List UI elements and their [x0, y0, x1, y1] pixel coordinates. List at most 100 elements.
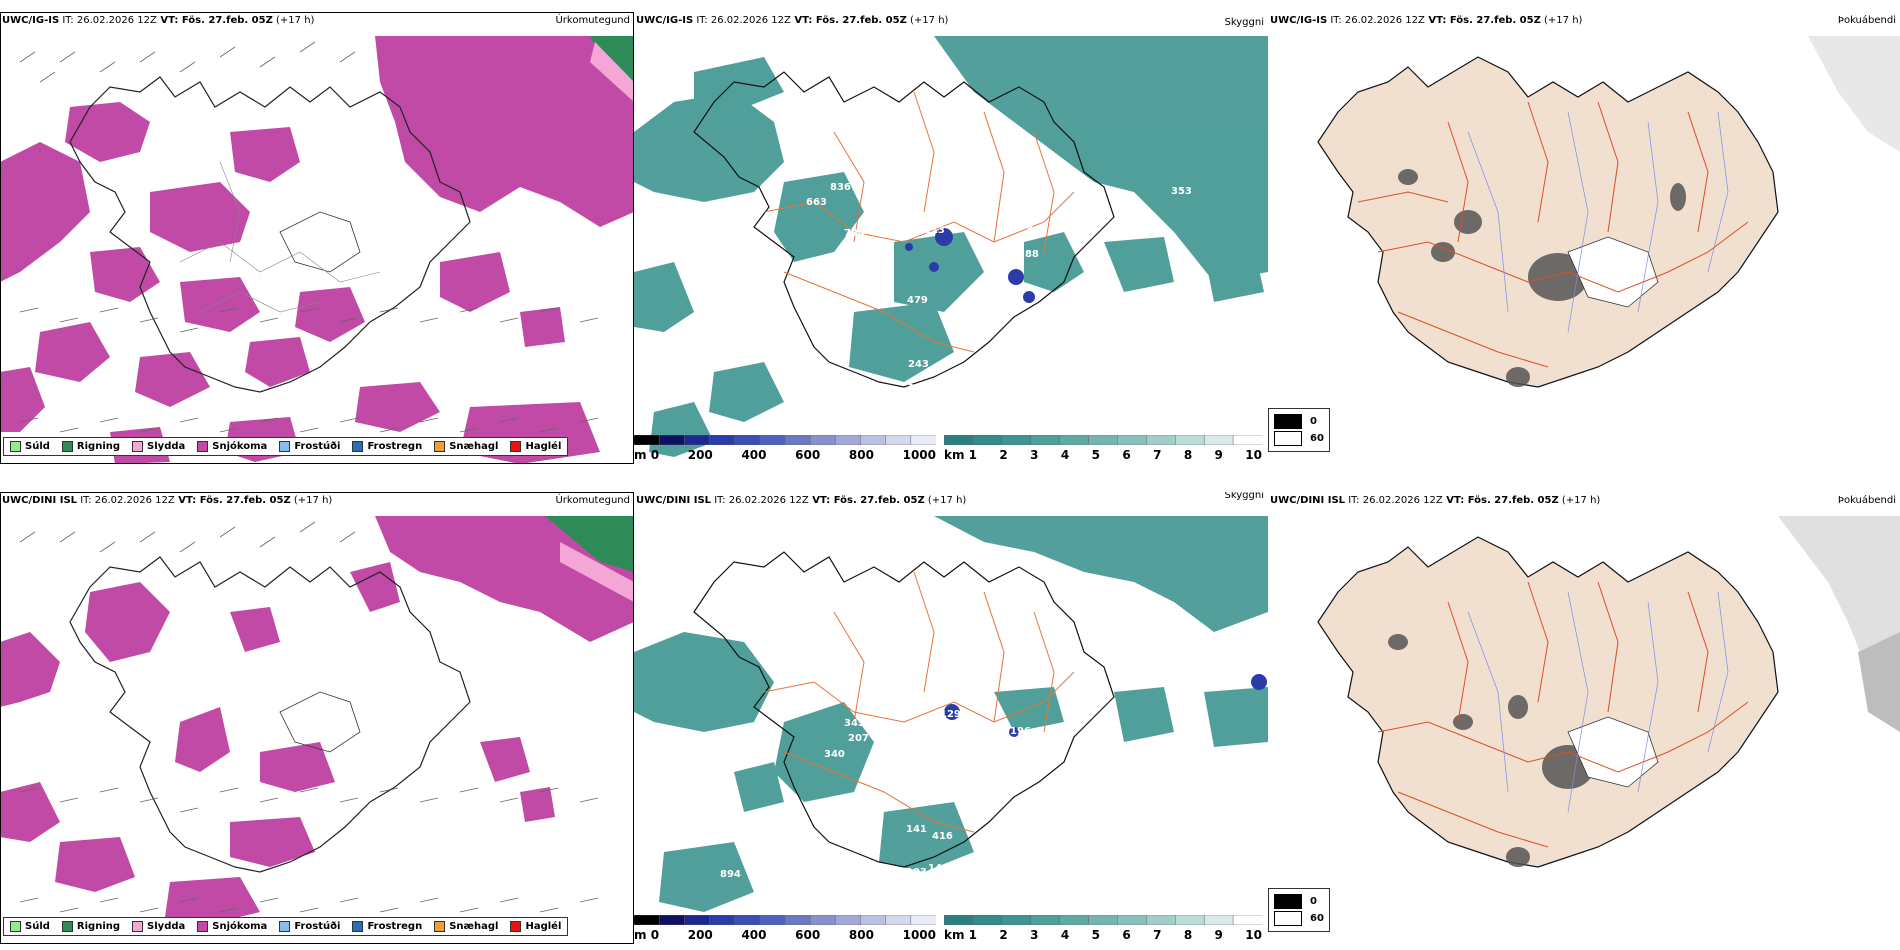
- legend-swatch: [279, 441, 291, 452]
- colorbar-segment: [634, 434, 660, 446]
- wind-barbs: [19, 41, 599, 433]
- colorbar-segment: [972, 914, 1003, 926]
- vis-spot-label: 196: [1010, 726, 1031, 737]
- colorbar-segment: [910, 434, 937, 446]
- colorbar-segment: [809, 914, 837, 926]
- vis-spot-label: 74: [937, 210, 951, 221]
- precip-panel-igis: UWC/IG-IS IT: 26.02.2026 12Z VT: Fös. 27…: [0, 12, 634, 464]
- low-visibility-areas: [634, 36, 1268, 457]
- colorbar-segment: [835, 914, 862, 926]
- visibility-panel-igis: 373 836 663 177 141 74 794 87 113 150 28…: [634, 12, 1268, 464]
- colorbar-segment: [634, 914, 660, 926]
- fog-dark-areas: [1398, 169, 1686, 387]
- colorbar-segment: [1088, 914, 1119, 926]
- colorbar-segment: [835, 434, 862, 446]
- vis-spot-label: 87: [876, 226, 890, 237]
- vis-spot-label: 141: [902, 215, 923, 226]
- vis-spot-label: 416: [932, 831, 953, 842]
- road-network: [763, 571, 1075, 833]
- vis-spot-label: 103: [906, 867, 927, 878]
- river-network: [1467, 111, 1729, 333]
- legend-item: Slydda: [132, 921, 185, 932]
- legend-item: Slydda: [132, 441, 185, 452]
- legend-item: Snæhagl: [434, 921, 498, 932]
- distance-colorbar-strip: [943, 434, 1263, 446]
- legend-item: Súld: [10, 921, 50, 932]
- fog-panel-dini: UWC/DINI ISL IT: 26.02.2026 12Z VT: Fös.…: [1268, 492, 1900, 944]
- legend-swatch: [132, 441, 144, 452]
- fog-map-igis: [1268, 12, 1900, 464]
- colorbar-segment: [684, 914, 711, 926]
- colorbar-segment: [784, 914, 811, 926]
- header-dini-fog: UWC/DINI ISL IT: 26.02.2026 12Z VT: Fös.…: [1270, 495, 1601, 506]
- fog-legend: 0 60: [1268, 888, 1330, 932]
- legend-swatch: [434, 441, 446, 452]
- iceland-land: [1317, 536, 1779, 868]
- legend-item: Frostúði: [279, 441, 340, 452]
- iceland-land: [1317, 56, 1779, 388]
- legend-swatch: [61, 921, 73, 932]
- legend-swatch: [510, 921, 522, 932]
- distance-colorbar: km 1 2 3 4 5 6 7 8 9 10: [943, 914, 1263, 942]
- legend-item: Snæhagl: [434, 441, 498, 452]
- panel-title: Þokuábendi: [1837, 15, 1896, 26]
- distance-colorbar: km 1 2 3 4 5 6 7 8 9 10: [943, 434, 1263, 462]
- elevation-spots: [905, 228, 1035, 303]
- visibility-spot-labels: 373 836 663 177 141 74 794 87 113 150 28…: [774, 116, 1192, 394]
- vis-spot-label: 345: [844, 718, 865, 729]
- colorbar-segment: [885, 914, 912, 926]
- legend-item: Haglél: [510, 441, 561, 452]
- visibility-map-dini: 345 207 340 129 96 196 141 416 940 894 1…: [634, 492, 1268, 944]
- visibility-map-igis: 373 836 663 177 141 74 794 87 113 150 28…: [634, 12, 1268, 464]
- colorbar-segment: [1059, 434, 1090, 446]
- colorbar-segment: [809, 434, 837, 446]
- vis-spot-label: 836: [830, 182, 851, 193]
- header-igis-fog: UWC/IG-IS IT: 26.02.2026 12Z VT: Fös. 27…: [1270, 15, 1583, 26]
- elevation-colorbar: m 0 200 400 600 800 1000: [634, 914, 937, 942]
- colorbar-segment: [860, 914, 887, 926]
- panel-title: Þokuábendi: [1837, 495, 1896, 506]
- colorbar-segment: [1146, 434, 1177, 446]
- elevation-colorbar: m 0 200 400 600 800 1000: [634, 434, 937, 462]
- iceland-outline: [69, 76, 471, 393]
- legend-swatch: [61, 441, 73, 452]
- vis-spot-label: 353: [1171, 186, 1192, 197]
- colorbar-segment: [658, 434, 686, 446]
- legend-swatch: [279, 921, 291, 932]
- legend-item: Frostúði: [279, 921, 340, 932]
- colorbar-segment: [734, 914, 761, 926]
- legend-swatch: [434, 921, 446, 932]
- legend-item: Rigning: [61, 441, 120, 452]
- colorbar-segment: [759, 434, 786, 446]
- fog-legend-swatch: [1274, 911, 1302, 926]
- colorbar-segment: [860, 434, 887, 446]
- colorbar-segment: [734, 434, 761, 446]
- snow-areas: [0, 516, 634, 924]
- vis-spot-label: 96: [926, 728, 940, 739]
- vis-spot-label: 373: [774, 116, 795, 127]
- panel-title: Skyggni: [1224, 17, 1264, 28]
- legend-swatch: [510, 441, 522, 452]
- colorbar-segment: [1146, 914, 1177, 926]
- vis-spot-label: 148: [928, 863, 949, 874]
- legend-item: Snjókoma: [197, 921, 267, 932]
- vis-spot-label: 288: [1018, 249, 1039, 260]
- river-network: [1467, 591, 1729, 813]
- legend-swatch: [197, 441, 209, 452]
- vis-spot-label: 894: [720, 869, 741, 880]
- header-igis-visibility: UWC/IG-IS IT: 26.02.2026 12Z VT: Fös. 27…: [636, 15, 949, 26]
- precip-panel-dini: UWC/DINI ISL IT: 26.02.2026 12Z VT: Fös.…: [0, 492, 634, 944]
- wind-barbs: [19, 521, 599, 913]
- precip-legend: Súld Rigning Slydda Snjókoma Frostúði Fr…: [3, 917, 569, 936]
- legend-swatch: [10, 921, 21, 932]
- colorbar-segment: [1117, 434, 1148, 446]
- iceland-outline: [693, 71, 1115, 388]
- visibility-panel-dini: 345 207 340 129 96 196 141 416 940 894 1…: [634, 492, 1268, 944]
- legend-swatch: [10, 441, 21, 452]
- colorbar-segment: [784, 434, 811, 446]
- colorbar-segment: [1001, 434, 1032, 446]
- header-dini: UWC/DINI ISL IT: 26.02.2026 12Z VT: Fös.…: [2, 495, 333, 506]
- fog-legend-swatch: [1274, 431, 1302, 446]
- colorbar-segment: [1059, 914, 1090, 926]
- fog-legend-swatch: [1274, 894, 1302, 909]
